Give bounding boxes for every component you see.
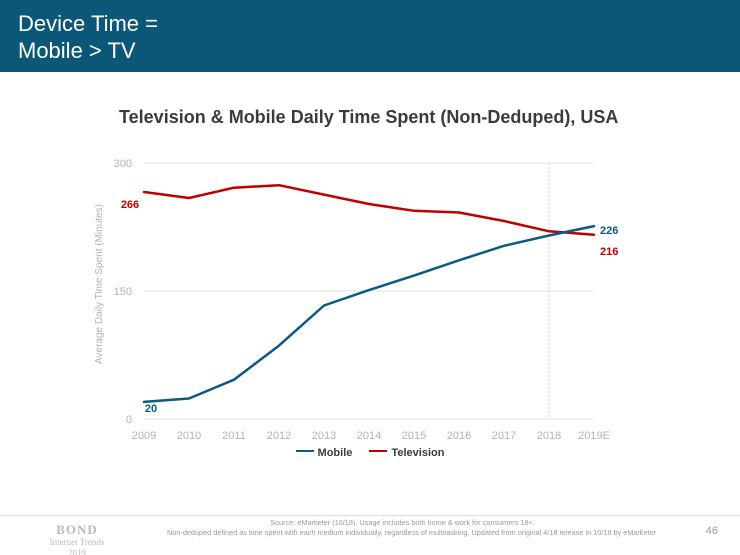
svg-text:0: 0 bbox=[126, 414, 132, 426]
svg-text:2010: 2010 bbox=[177, 430, 201, 442]
svg-text:Average Daily Time Spent (Minu: Average Daily Time Spent (Minutes) bbox=[94, 204, 105, 364]
svg-text:300: 300 bbox=[114, 158, 132, 170]
svg-text:266: 266 bbox=[121, 199, 139, 211]
svg-text:216: 216 bbox=[600, 246, 618, 258]
svg-text:2009: 2009 bbox=[132, 430, 156, 442]
svg-text:2019E: 2019E bbox=[578, 430, 610, 442]
svg-text:2011: 2011 bbox=[222, 430, 246, 442]
svg-text:2015: 2015 bbox=[402, 430, 426, 442]
svg-text:226: 226 bbox=[600, 225, 618, 237]
svg-text:2017: 2017 bbox=[492, 430, 516, 442]
svg-text:2012: 2012 bbox=[267, 430, 291, 442]
svg-text:2013: 2013 bbox=[312, 430, 336, 442]
svg-text:20: 20 bbox=[145, 403, 157, 415]
svg-text:2016: 2016 bbox=[447, 430, 471, 442]
svg-text:2014: 2014 bbox=[357, 430, 381, 442]
svg-text:150: 150 bbox=[114, 286, 132, 298]
svg-text:2018: 2018 bbox=[537, 430, 561, 442]
